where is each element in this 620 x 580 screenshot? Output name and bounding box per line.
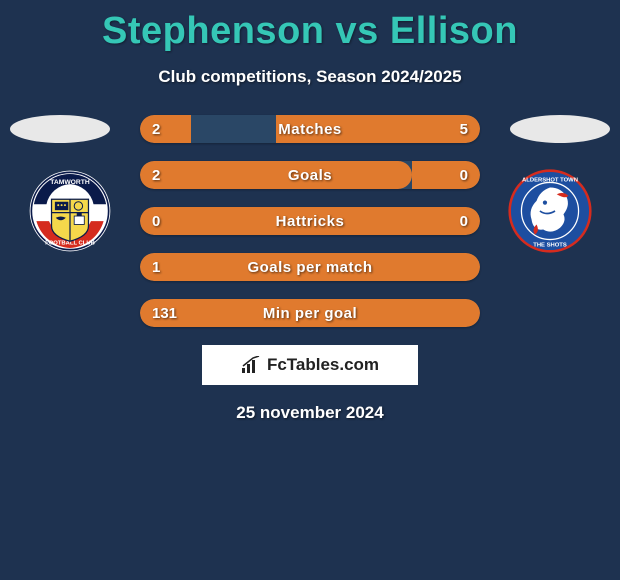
stat-bars: Matches25Goals20Hattricks00Goals per mat… <box>140 115 480 327</box>
aldershot-badge-icon: ALDERSHOT TOWN THE SHOTS <box>500 169 600 253</box>
player-placeholder-right <box>510 115 610 143</box>
stat-value-right: 0 <box>460 161 468 189</box>
subtitle: Club competitions, Season 2024/2025 <box>0 67 620 87</box>
stat-value-right: 0 <box>460 207 468 235</box>
chart-icon <box>241 356 261 374</box>
stat-row: Goals per match1 <box>140 253 480 281</box>
club-badge-right: ALDERSHOT TOWN THE SHOTS <box>500 169 600 253</box>
stat-value-right: 5 <box>460 115 468 143</box>
svg-text:THE SHOTS: THE SHOTS <box>533 242 567 248</box>
stat-value-left: 1 <box>152 253 160 281</box>
stat-value-left: 2 <box>152 115 160 143</box>
brand-box[interactable]: FcTables.com <box>202 345 418 385</box>
page-title: Stephenson vs Ellison <box>0 0 620 53</box>
stat-label: Min per goal <box>140 299 480 327</box>
stat-row: Min per goal131 <box>140 299 480 327</box>
stat-value-left: 131 <box>152 299 177 327</box>
club-badge-left: TAMWORTH FOOTBALL CLUB <box>20 169 120 253</box>
svg-text:ALDERSHOT TOWN: ALDERSHOT TOWN <box>522 178 578 184</box>
stat-row: Matches2 5 <box>140 115 480 143</box>
stat-label: Goals per match <box>140 253 480 281</box>
stat-label: Goals <box>140 161 480 189</box>
date-label: 25 november 2024 <box>0 403 620 423</box>
svg-text:TAMWORTH: TAMWORTH <box>50 179 90 186</box>
brand-label: FcTables.com <box>267 355 379 375</box>
stat-value-left: 0 <box>152 207 160 235</box>
stat-value-left: 2 <box>152 161 160 189</box>
stat-row: Hattricks0 0 <box>140 207 480 235</box>
comparison-panel: TAMWORTH FOOTBALL CLUB ALDERSHOT TOWN TH… <box>0 115 620 423</box>
stat-row: Goals2 0 <box>140 161 480 189</box>
tamworth-badge-icon: TAMWORTH FOOTBALL CLUB <box>20 169 120 253</box>
player-placeholder-left <box>10 115 110 143</box>
stat-label: Hattricks <box>140 207 480 235</box>
stat-label: Matches <box>140 115 480 143</box>
